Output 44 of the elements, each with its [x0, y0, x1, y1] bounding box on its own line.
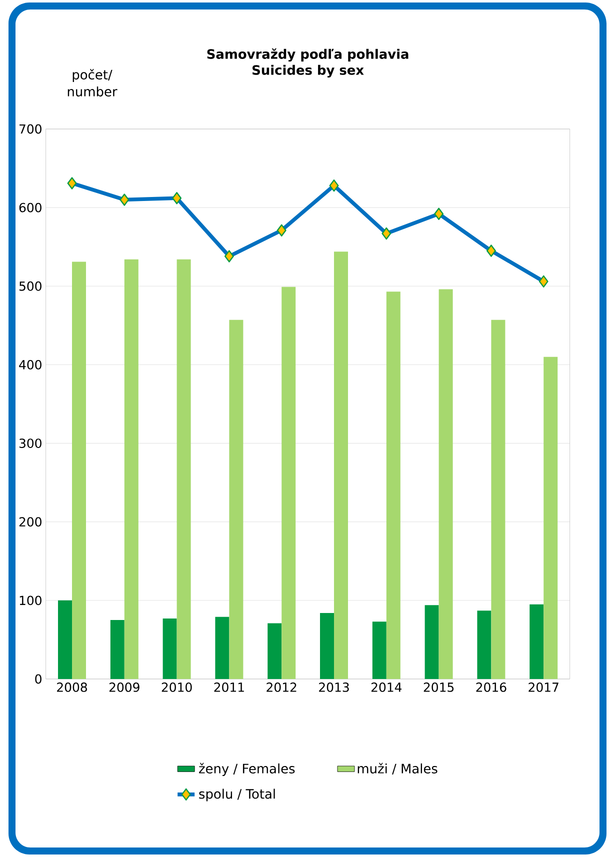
x-tick-label: 2015 — [424, 682, 454, 692]
chart-subtitle: Suicides by sex — [252, 64, 364, 78]
bar — [477, 610, 492, 679]
y-tick-label: 100 — [20, 596, 42, 606]
bar — [58, 600, 72, 679]
x-tick-label: 2013 — [319, 682, 349, 692]
bar — [544, 356, 558, 679]
bar — [110, 620, 124, 679]
bar — [372, 622, 386, 679]
bar — [424, 605, 439, 679]
legend-label: muži / Males — [358, 762, 438, 774]
legend-label: spolu / Total — [199, 788, 275, 802]
legend-label: ženy / Females — [199, 762, 295, 776]
bar — [124, 259, 138, 679]
bar — [334, 252, 348, 679]
bar — [282, 286, 296, 679]
x-tick-label: 2009 — [109, 682, 140, 692]
x-tick-label: 2017 — [528, 682, 558, 692]
chart-title: Samovraždy podľa pohlavia — [207, 48, 408, 62]
bar — [268, 623, 282, 679]
y-tick-label: 0 — [35, 674, 42, 684]
bar — [176, 259, 191, 679]
y-axis-title: počet/ number — [68, 69, 118, 96]
x-tick-label: 2012 — [266, 682, 296, 692]
y-tick-label: 700 — [20, 124, 42, 134]
x-tick-label: 2014 — [371, 682, 402, 692]
y-tick-label: 600 — [19, 202, 42, 212]
bar — [229, 320, 244, 679]
y-tick-label: 400 — [19, 360, 42, 370]
bar — [438, 289, 453, 679]
bar — [215, 616, 230, 679]
y-tick-label: 200 — [19, 517, 42, 527]
bar — [530, 604, 544, 679]
bar — [72, 262, 86, 679]
x-tick-label: 2011 — [214, 682, 244, 692]
x-tick-label: 2008 — [57, 682, 87, 692]
bar — [320, 612, 334, 679]
x-tick-label: 2016 — [476, 682, 506, 692]
bar — [162, 618, 177, 679]
y-tick-label: 500 — [19, 281, 42, 291]
y-tick-label: 300 — [19, 438, 42, 448]
bar — [386, 292, 400, 679]
x-tick-label: 2010 — [162, 682, 192, 692]
bar — [491, 320, 506, 679]
